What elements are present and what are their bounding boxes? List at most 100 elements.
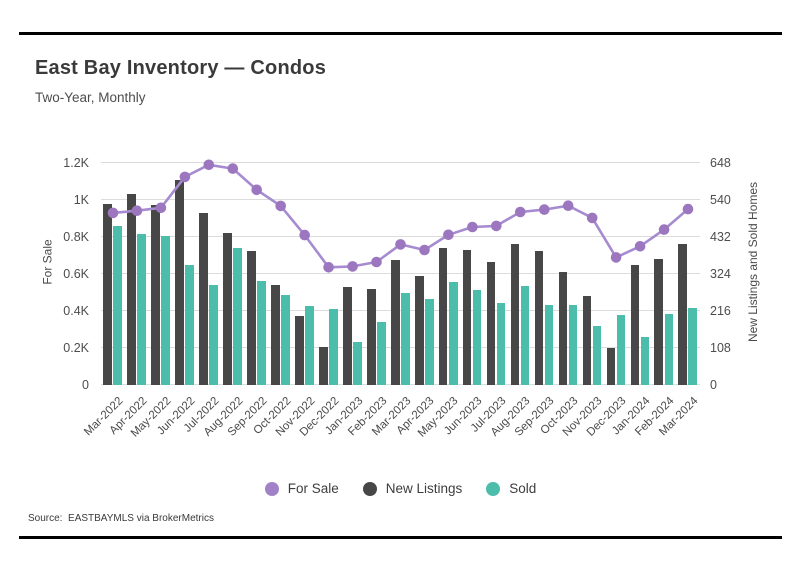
- chart-subtitle: Two-Year, Monthly: [35, 90, 146, 105]
- bar-new-listings[interactable]: [630, 265, 640, 385]
- bar-new-listings[interactable]: [223, 232, 232, 385]
- for-sale-point[interactable]: [586, 212, 598, 224]
- right-axis-tick: 108: [710, 341, 731, 355]
- for-sale-point[interactable]: [658, 224, 670, 235]
- for-sale-point[interactable]: [227, 163, 239, 174]
- left-axis-title-container: For Sale: [35, 139, 61, 385]
- bar-sold[interactable]: [377, 321, 386, 385]
- for-sale-point[interactable]: [179, 171, 191, 183]
- bar-new-listings[interactable]: [127, 194, 136, 385]
- for-sale-point[interactable]: [275, 200, 286, 212]
- for-sale-point[interactable]: [562, 200, 574, 211]
- bar-sold[interactable]: [305, 306, 314, 385]
- bar-sold[interactable]: [616, 315, 626, 385]
- source-note: Source: EASTBAYMLS via BrokerMetrics: [28, 513, 214, 524]
- bar-sold[interactable]: [400, 292, 410, 385]
- bar-sold[interactable]: [137, 233, 147, 385]
- for-sale-point[interactable]: [371, 256, 382, 268]
- chart-title: East Bay Inventory — Condos: [35, 57, 327, 79]
- bar-new-listings[interactable]: [319, 347, 328, 385]
- bar-sold[interactable]: [113, 225, 123, 385]
- right-axis-title: New Listings and Sold Homes: [746, 181, 761, 343]
- bar-sold[interactable]: [233, 247, 242, 385]
- bar-new-listings[interactable]: [606, 348, 616, 385]
- for-sale-point[interactable]: [491, 220, 502, 232]
- for-sale-point[interactable]: [419, 244, 430, 256]
- for-sale-point[interactable]: [155, 202, 167, 214]
- gridline: [101, 199, 700, 200]
- figure-card: East Bay Inventory — Condos Two-Year, Mo…: [19, 32, 782, 539]
- for-sale-point[interactable]: [251, 184, 262, 196]
- legend-swatch-icon: [362, 481, 377, 496]
- for-sale-point[interactable]: [682, 203, 694, 215]
- bar-new-listings[interactable]: [558, 271, 568, 385]
- bar-new-listings[interactable]: [151, 204, 160, 385]
- bar-new-listings[interactable]: [342, 287, 352, 385]
- bar-sold[interactable]: [424, 298, 434, 385]
- right-axis-tick: 540: [710, 193, 731, 207]
- bar-new-listings[interactable]: [486, 262, 496, 385]
- for-sale-point[interactable]: [323, 262, 334, 273]
- bar-sold[interactable]: [281, 294, 290, 385]
- left-axis-tick: 0.6K: [63, 267, 89, 281]
- bar-sold[interactable]: [353, 342, 362, 385]
- left-axis-ticks: 1.2K 1K 0.8K 0.6K 0.4K 0.2K 0: [61, 139, 97, 392]
- bar-new-listings[interactable]: [582, 295, 592, 385]
- for-sale-point[interactable]: [395, 239, 406, 250]
- left-axis-tick: 1K: [73, 193, 89, 207]
- for-sale-point[interactable]: [203, 159, 215, 171]
- for-sale-point[interactable]: [299, 229, 310, 241]
- bar-new-listings[interactable]: [534, 250, 544, 385]
- bars-layer: [101, 139, 700, 385]
- for-sale-point[interactable]: [467, 221, 478, 233]
- bar-new-listings[interactable]: [438, 247, 448, 385]
- for-sale-point[interactable]: [515, 206, 526, 218]
- bar-sold[interactable]: [544, 304, 554, 385]
- gridline: [101, 162, 700, 163]
- legend-item-for-sale[interactable]: For Sale: [264, 481, 339, 496]
- bar-new-listings[interactable]: [103, 203, 113, 385]
- for-sale-point[interactable]: [131, 205, 143, 216]
- bar-sold[interactable]: [161, 236, 170, 385]
- bar-new-listings[interactable]: [390, 259, 400, 385]
- legend-label: For Sale: [287, 481, 339, 496]
- bar-new-listings[interactable]: [510, 244, 520, 385]
- bar-sold[interactable]: [185, 265, 194, 385]
- for-sale-point[interactable]: [443, 229, 454, 241]
- bar-sold[interactable]: [520, 285, 530, 385]
- bar-sold[interactable]: [568, 304, 578, 385]
- bar-new-listings[interactable]: [271, 285, 280, 385]
- bar-sold[interactable]: [640, 337, 650, 385]
- bar-sold[interactable]: [472, 289, 482, 385]
- bar-new-listings[interactable]: [678, 244, 688, 385]
- legend-item-new-listings[interactable]: New Listings: [362, 481, 462, 496]
- bar-new-listings[interactable]: [295, 315, 304, 385]
- for-sale-point[interactable]: [610, 252, 622, 263]
- bar-new-listings[interactable]: [654, 258, 664, 385]
- for-sale-point[interactable]: [107, 207, 119, 219]
- bar-sold[interactable]: [448, 281, 458, 385]
- right-axis-title-container: New Listings and Sold Homes: [740, 139, 766, 385]
- bar-new-listings[interactable]: [366, 289, 376, 385]
- bar-sold[interactable]: [329, 308, 338, 385]
- plot-area: [101, 139, 700, 385]
- bar-sold[interactable]: [688, 307, 698, 385]
- bar-new-listings[interactable]: [175, 179, 184, 385]
- for-sale-point[interactable]: [539, 204, 550, 215]
- bar-sold[interactable]: [209, 284, 218, 385]
- bar-new-listings[interactable]: [247, 251, 256, 385]
- legend-item-sold[interactable]: Sold: [486, 481, 536, 496]
- bar-new-listings[interactable]: [199, 213, 208, 385]
- bar-sold[interactable]: [496, 303, 506, 385]
- bar-sold[interactable]: [592, 326, 602, 385]
- bar-sold[interactable]: [257, 281, 266, 385]
- x-axis-labels: Mar-2022 Apr-2022 May-2022 Jun-2022 Jul-2022…: [82, 391, 700, 463]
- right-axis-tick: 324: [710, 267, 731, 281]
- bar-new-listings[interactable]: [414, 276, 424, 385]
- bar-new-listings[interactable]: [462, 250, 472, 385]
- gridline: [101, 310, 700, 311]
- chart-area: For Sale 1.2K 1K 0.8K 0.6K 0.4K 0.2K 0 648 540 4…: [35, 139, 766, 469]
- for-sale-point[interactable]: [634, 241, 646, 252]
- for-sale-point[interactable]: [347, 261, 358, 272]
- bar-sold[interactable]: [664, 314, 674, 385]
